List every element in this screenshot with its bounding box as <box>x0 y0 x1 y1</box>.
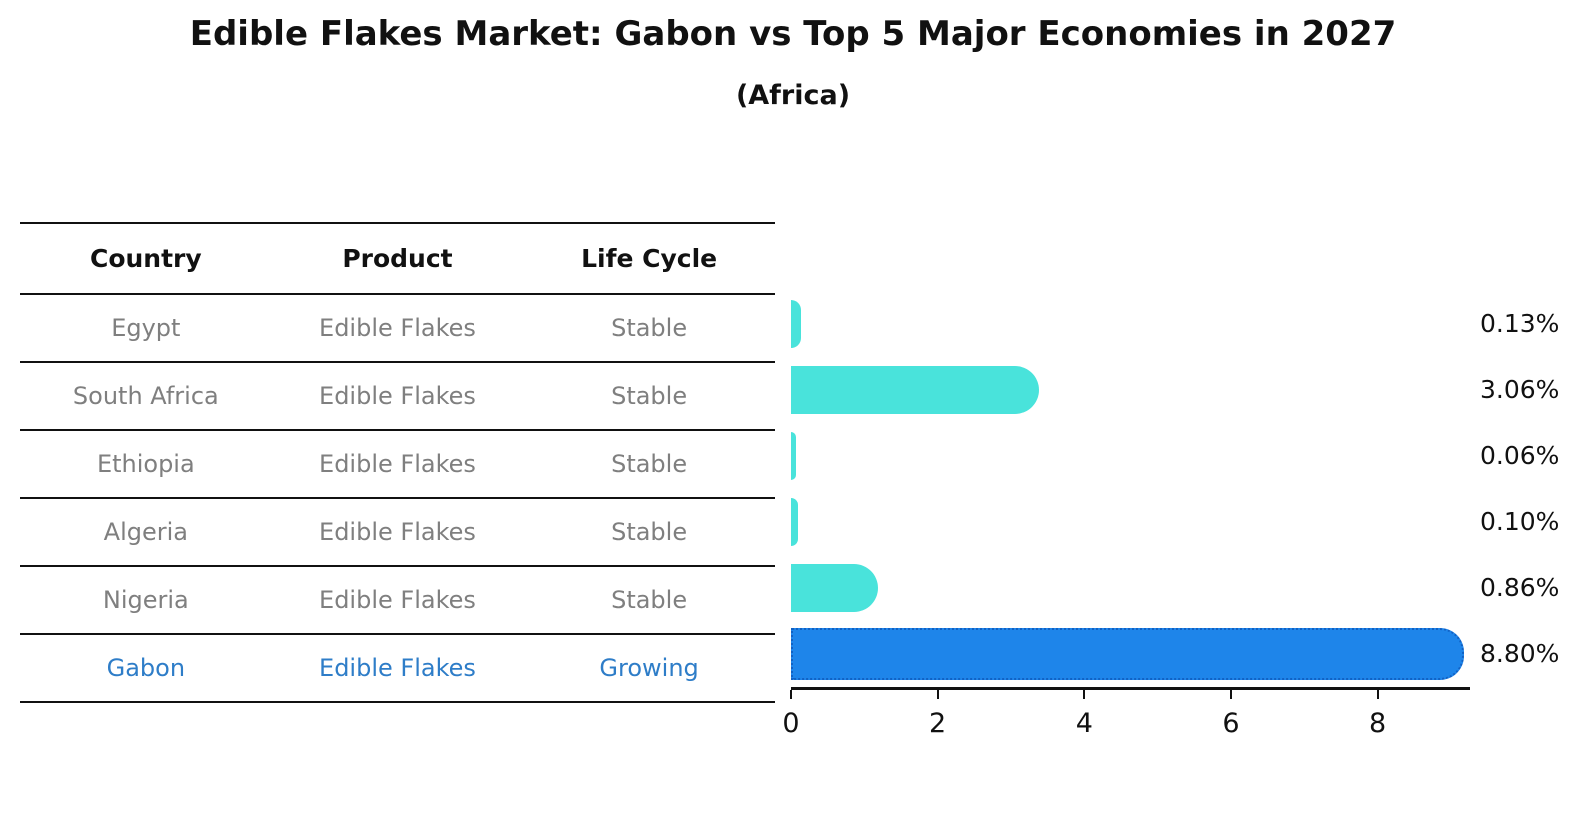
cell-country: Ethiopia <box>96 450 195 478</box>
cell-product: Edible Flakes <box>319 314 476 342</box>
table-header-row: Country Product Life Cycle <box>20 222 775 293</box>
bar <box>791 564 879 612</box>
table-row: Algeria Edible Flakes Stable <box>20 497 775 565</box>
x-axis-tick-label: 2 <box>929 708 947 739</box>
bar-chart: 0.13% 3.06% 0.06% 0.10% 0.86% 8.80% 0 2 4 6 8 <box>782 291 1559 739</box>
cell-life-cycle: Stable <box>611 450 688 478</box>
bar-row: 0.06% <box>791 423 1559 489</box>
bar-value-label: 0.13% <box>1480 309 1560 338</box>
cell-product: Edible Flakes <box>319 654 476 682</box>
table-row: Egypt Edible Flakes Stable <box>20 293 775 361</box>
cell-life-cycle: Stable <box>611 314 688 342</box>
bar-row: 0.86% <box>791 555 1559 621</box>
header-product: Product <box>342 244 453 273</box>
chart-subtitle: (Africa) <box>735 80 851 111</box>
bar <box>791 366 1040 414</box>
cell-country: Algeria <box>103 518 188 546</box>
x-axis-tick-label: 0 <box>782 708 800 739</box>
x-axis-tick <box>936 690 939 699</box>
x-axis-tick <box>1376 690 1379 699</box>
x-axis-tick <box>1229 690 1232 699</box>
cell-country: South Africa <box>72 382 219 410</box>
bar-value-label: 3.06% <box>1480 375 1560 404</box>
bar-gabon <box>791 628 1465 680</box>
cell-life-cycle: Stable <box>611 586 688 614</box>
cell-product: Edible Flakes <box>319 450 476 478</box>
bar-row: 0.13% <box>791 291 1559 357</box>
bar-value-label: 0.10% <box>1480 507 1560 536</box>
cell-product: Edible Flakes <box>319 586 476 614</box>
table-row: Ethiopia Edible Flakes Stable <box>20 429 775 497</box>
country-table: Country Product Life Cycle Egypt Edible F… <box>20 222 775 703</box>
x-axis-tick-label: 6 <box>1222 708 1240 739</box>
x-axis-tick-label: 4 <box>1075 708 1093 739</box>
cell-country: Gabon <box>106 654 186 682</box>
bar-row: 3.06% <box>791 357 1559 423</box>
cell-life-cycle: Stable <box>611 382 688 410</box>
x-axis-tick <box>790 690 792 699</box>
bar-row: 0.10% <box>791 489 1559 555</box>
table-row: Nigeria Edible Flakes Stable <box>20 565 775 633</box>
bar <box>791 300 801 348</box>
bar-value-label: 8.80% <box>1480 639 1560 668</box>
cell-life-cycle: Stable <box>611 518 688 546</box>
bar-value-label: 0.06% <box>1480 441 1560 470</box>
table-body: Egypt Edible Flakes Stable South Africa Edib… <box>20 293 775 701</box>
cell-product: Edible Flakes <box>319 518 476 546</box>
header-life-cycle: Life Cycle <box>581 244 718 273</box>
cell-country: Egypt <box>111 314 181 342</box>
bar <box>791 498 799 546</box>
cell-life-cycle: Growing <box>599 654 699 682</box>
header-country: Country <box>89 244 202 273</box>
cell-country: Nigeria <box>102 586 189 614</box>
bar-row: 8.80% <box>791 621 1559 687</box>
x-axis-tick <box>1083 690 1086 699</box>
bar-value-label: 0.86% <box>1480 573 1560 602</box>
table-row: South Africa Edible Flakes Stable <box>20 361 775 429</box>
table-row: Gabon Edible Flakes Growing <box>20 633 775 701</box>
cell-product: Edible Flakes <box>319 382 476 410</box>
x-axis-tick-label: 8 <box>1369 708 1387 739</box>
chart-title: Edible Flakes Market: Gabon vs Top 5 Maj… <box>189 14 1397 54</box>
bar <box>791 432 796 480</box>
